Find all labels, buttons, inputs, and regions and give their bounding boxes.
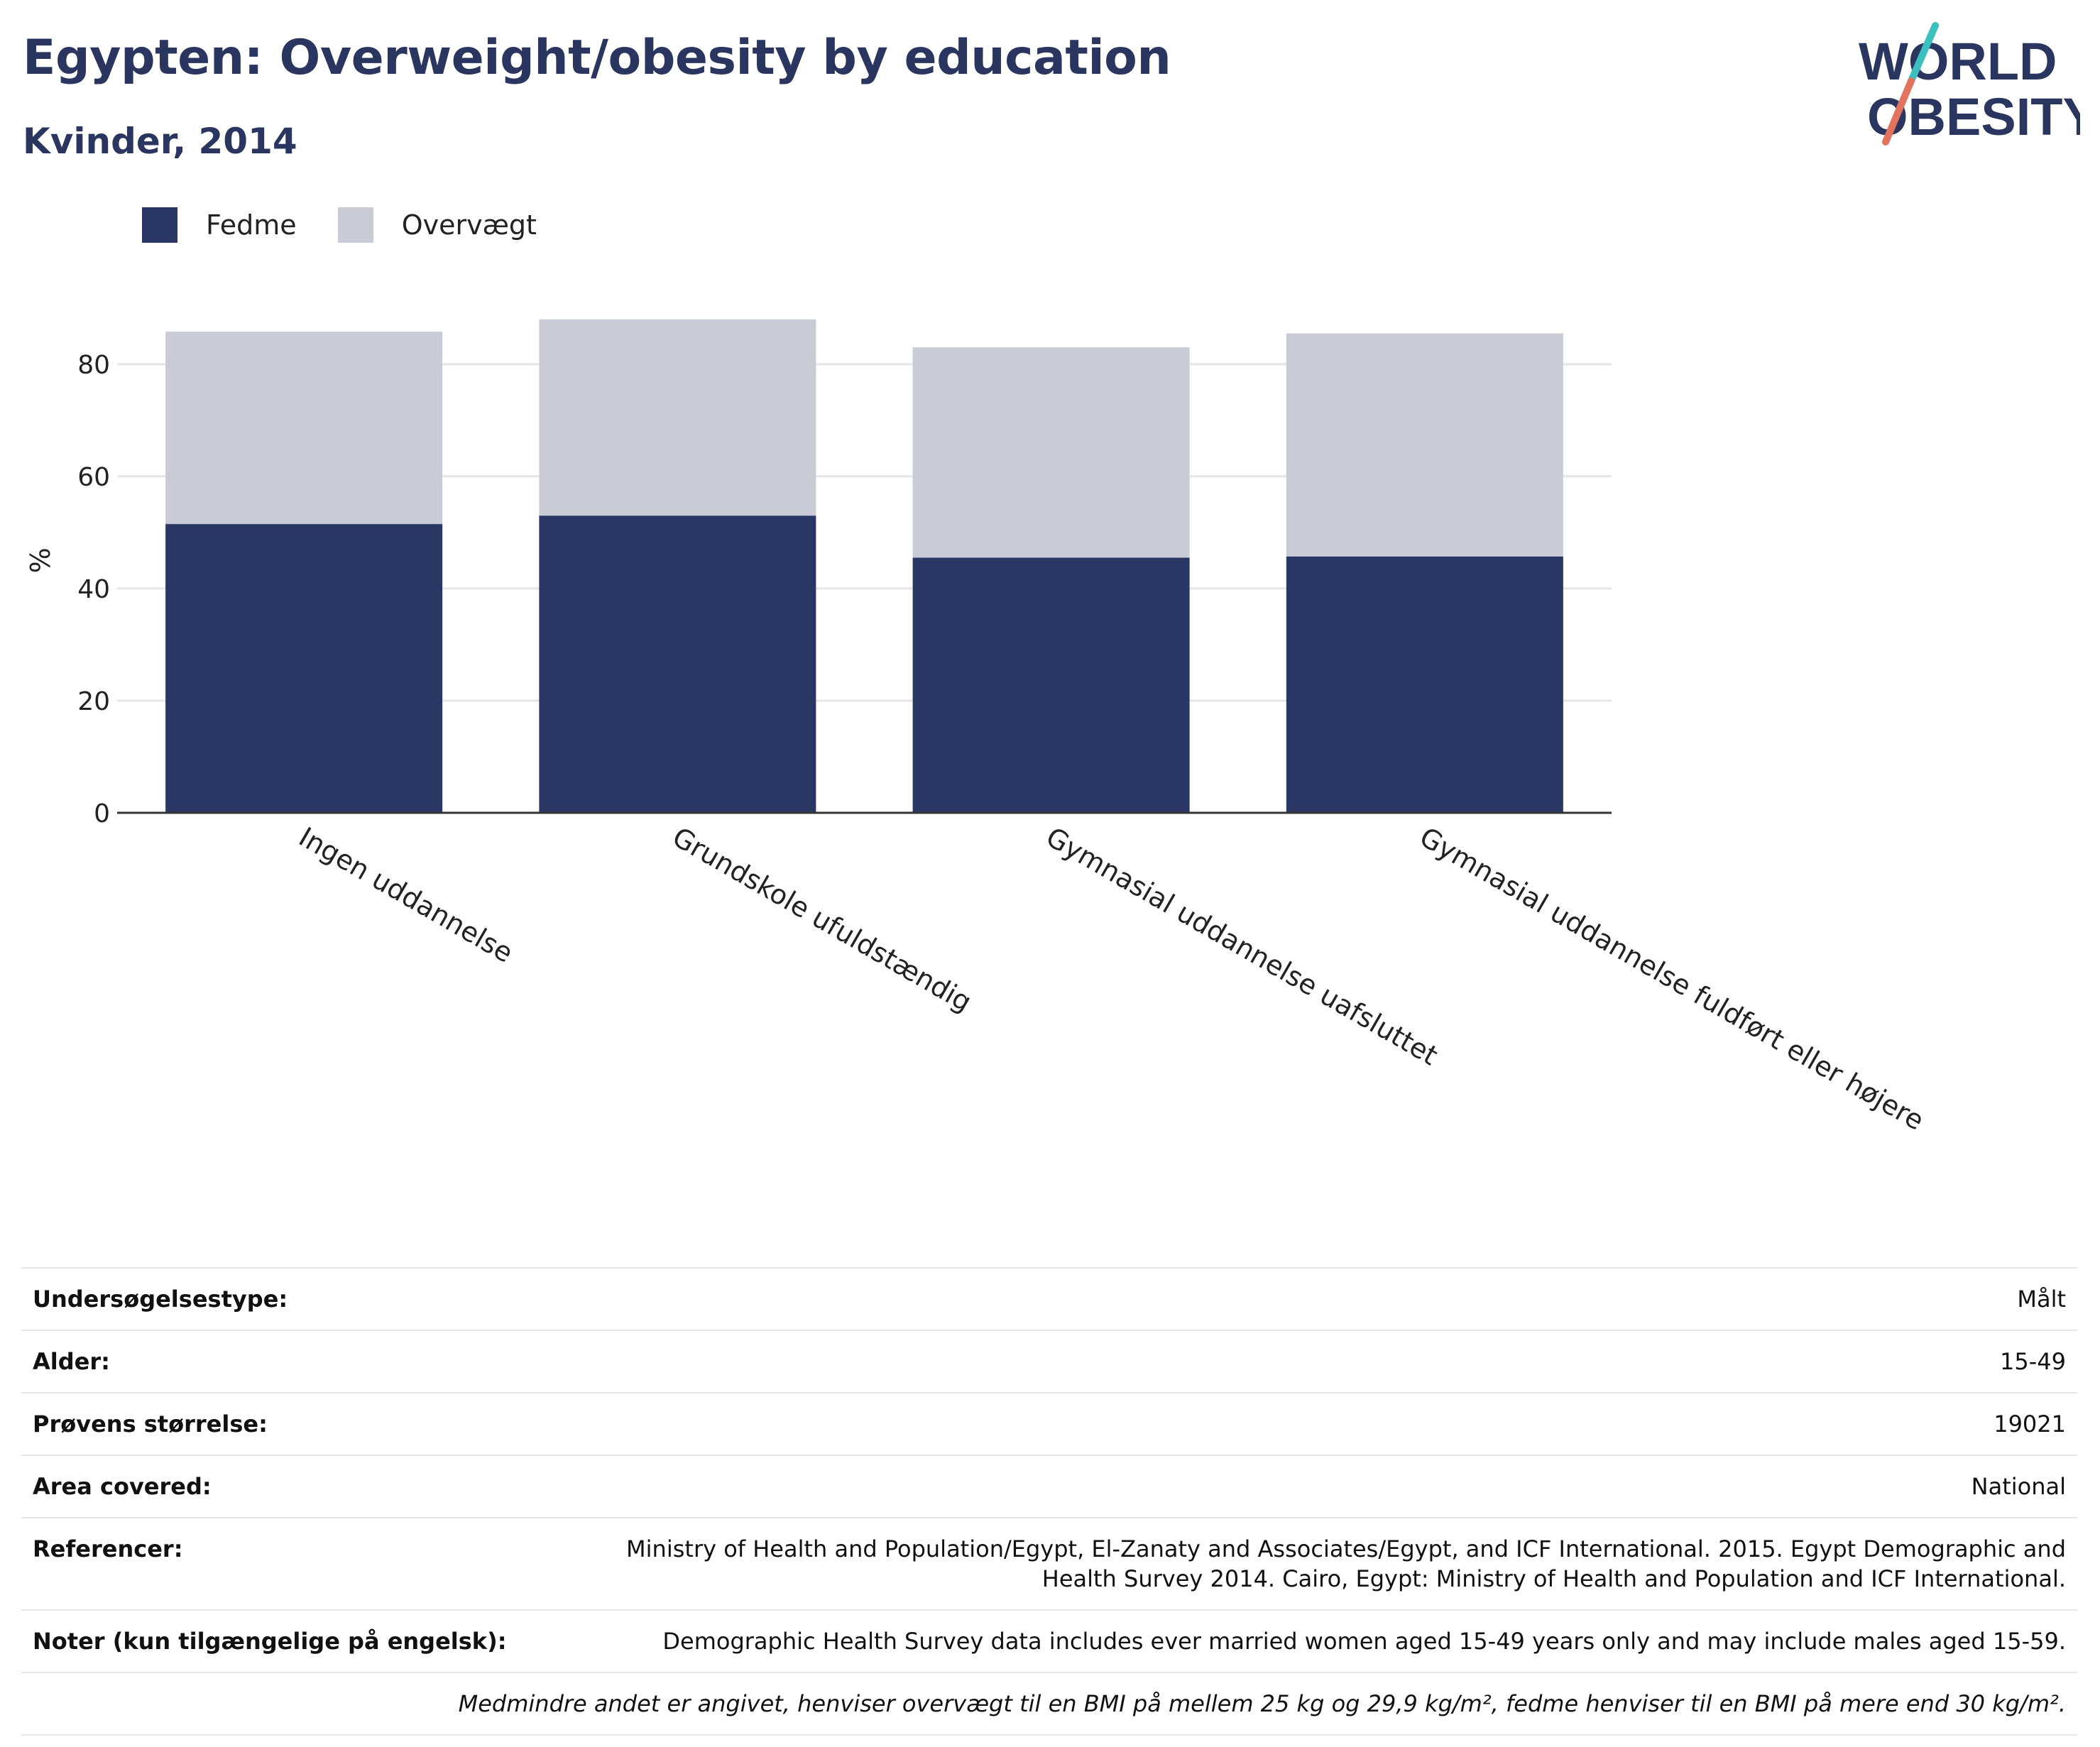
bar-fedme [539, 515, 816, 813]
legend-swatch-fedme [142, 207, 177, 243]
x-tick-label: Grundskole ufuldstændig [667, 821, 977, 1018]
svg-text:WORLD: WORLD [1859, 32, 2057, 91]
info-row-footnote: Medmindre andet er angivet, henviser ove… [21, 1672, 2077, 1736]
stacked-bar-chart: 0 20 40 60 80% Ingen uddannelse Grundskole ufu… [25, 319, 1930, 1137]
y-axis-label: % [25, 547, 56, 573]
legend-item-overvaegt[interactable]: Overvægt [337, 207, 537, 243]
info-value: Demographic Health Survey data includes … [541, 1609, 2077, 1672]
bar-overvaegt [165, 332, 443, 525]
chart-legend: Fedme Overvægt [142, 207, 578, 243]
info-key: Alder: [21, 1330, 541, 1393]
chart-title: Egypten: Overweight/obesity by education [23, 30, 1171, 86]
info-row-notes: Noter (kun tilgængelige på engelsk): Dem… [21, 1609, 2077, 1672]
bar-overvaegt [1286, 333, 1563, 557]
x-tick-label: Ingen uddannelse [294, 821, 518, 969]
info-value: 19021 [541, 1392, 2077, 1455]
info-value: Målt [541, 1267, 2077, 1330]
info-row-area-covered: Area covered: National [21, 1455, 2077, 1518]
info-key: Undersøgelsestype: [21, 1267, 541, 1330]
y-tick-label: 80 [77, 351, 110, 380]
bar-overvaegt [912, 347, 1190, 558]
y-tick-label: 40 [77, 575, 110, 604]
legend-swatch-overvaegt [337, 207, 373, 243]
y-tick-label: 60 [77, 463, 110, 492]
info-value: 15-49 [541, 1330, 2077, 1393]
info-row-references: Referencer: Ministry of Health and Popul… [21, 1517, 2077, 1610]
info-value: Ministry of Health and Population/Egypt,… [541, 1517, 2077, 1610]
bar-overvaegt [539, 319, 816, 516]
info-key: Prøvens størrelse: [21, 1392, 541, 1455]
bar-fedme [1286, 556, 1563, 813]
info-row-age: Alder: 15-49 [21, 1330, 2077, 1393]
bar-fedme [912, 557, 1190, 813]
legend-label-overvaegt: Overvægt [401, 209, 537, 241]
survey-info-table: Undersøgelsestype: Målt Alder: 15-49 Prø… [21, 1267, 2077, 1736]
chart-subtitle: Kvinder, 2014 [23, 121, 297, 162]
legend-item-fedme[interactable]: Fedme [142, 207, 297, 243]
info-value: National [541, 1455, 2077, 1518]
info-key: Area covered: [21, 1455, 541, 1518]
info-row-sample-size: Prøvens størrelse: 19021 [21, 1392, 2077, 1455]
x-tick-label: Gymnasial uddannelse uafsluttet [1041, 821, 1443, 1072]
x-tick-label: Gymnasial uddannelse fuldført eller høje… [1414, 821, 1929, 1137]
legend-label-fedme: Fedme [206, 209, 297, 241]
y-tick-label: 0 [94, 799, 110, 828]
y-tick-label: 20 [77, 687, 110, 716]
bmi-footnote: Medmindre andet er angivet, henviser ove… [21, 1672, 2077, 1736]
bar-fedme [165, 524, 443, 813]
info-key: Referencer: [21, 1517, 541, 1610]
info-row-survey-type: Undersøgelsestype: Målt [21, 1267, 2077, 1330]
info-key: Noter (kun tilgængelige på engelsk): [21, 1609, 541, 1672]
world-obesity-logo: WORLD OBESITY [1859, 22, 2080, 146]
